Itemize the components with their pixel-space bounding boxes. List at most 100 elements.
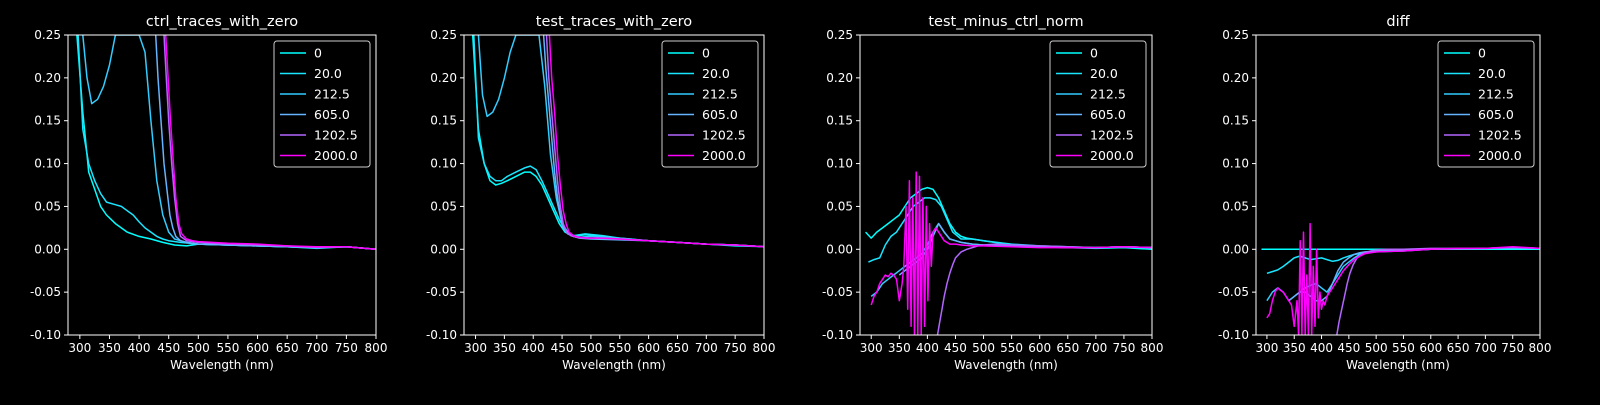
series-line-2000.0: [1266, 222, 1540, 335]
y-tick-label: 0.10: [430, 157, 457, 171]
legend-label: 212.5: [1478, 87, 1514, 102]
subplot-3: 300 350 400 450 500 550 600 650 700 750 800 -0.10 -0…: [822, 14, 1164, 372]
legend-label: 0: [702, 46, 710, 61]
x-tick-label: 400: [1310, 341, 1333, 355]
y-tick-label: 0.05: [430, 199, 457, 213]
y-tick-label: 0.10: [826, 157, 853, 171]
legend-label: 2000.0: [1478, 148, 1522, 163]
x-tick-label: 350: [98, 341, 121, 355]
plot-area: [76, 35, 376, 251]
x-tick-label: 350: [888, 341, 911, 355]
legend-label: 20.0: [1090, 66, 1118, 81]
y-tick-label: 0.05: [1222, 199, 1249, 213]
y-tick-label: 0.05: [34, 199, 61, 213]
y-tick-label: -0.10: [1218, 328, 1249, 342]
chart-title: test_traces_with_zero: [536, 14, 693, 30]
x-axis-label: Wavelength (nm): [954, 358, 1058, 372]
chart-title: ctrl_traces_with_zero: [146, 14, 298, 30]
legend: 0 20.0 212.5 605.0 1202.5 2000.0: [1437, 40, 1535, 168]
y-tick-label: 0.20: [1222, 71, 1249, 85]
legend-label: 20.0: [314, 66, 342, 81]
x-tick-label: 650: [1056, 341, 1079, 355]
legend-label: 212.5: [702, 87, 738, 102]
x-tick-label: 600: [246, 341, 269, 355]
x-tick-label: 700: [1084, 341, 1107, 355]
x-tick-label: 500: [1365, 341, 1388, 355]
x-tick-label: 550: [216, 341, 239, 355]
x-tick-label: 500: [972, 341, 995, 355]
x-tick-label: 400: [522, 341, 545, 355]
y-tick-label: 0.25: [430, 28, 457, 42]
chart-title: diff: [1386, 14, 1410, 30]
subplot-4: 300 350 400 450 500 550 600 650 700 750 800 -0.10 -0…: [1218, 14, 1552, 372]
x-tick-label: 650: [276, 341, 299, 355]
axes-frame: [67, 34, 377, 336]
y-tick-label: 0.15: [34, 114, 61, 128]
legend-label: 0: [314, 46, 322, 61]
legend: 0 20.0 212.5 605.0 1202.5 2000.0: [661, 40, 759, 168]
y-tick-label: -0.05: [426, 285, 457, 299]
legend-label: 0: [1478, 46, 1486, 61]
legend-label: 2000.0: [314, 148, 358, 163]
y-tick-label: -0.10: [30, 328, 61, 342]
x-tick-label: 750: [335, 341, 358, 355]
axes-frame: [859, 34, 1153, 336]
y-tick-label: 0.10: [34, 157, 61, 171]
legend-label: 212.5: [314, 87, 350, 102]
legend-label: 605.0: [1478, 107, 1514, 122]
y-tick-label: 0.00: [430, 242, 457, 256]
x-tick-label: 800: [1141, 341, 1164, 355]
x-tick-label: 500: [579, 341, 602, 355]
x-tick-label: 800: [753, 341, 776, 355]
x-tick-label: 600: [1028, 341, 1051, 355]
x-tick-label: 650: [666, 341, 689, 355]
legend-label: 20.0: [702, 66, 730, 81]
x-tick-label: 450: [944, 341, 967, 355]
axes-frame: [1255, 34, 1541, 336]
x-tick-label: 800: [1529, 341, 1552, 355]
y-tick-label: 0.00: [34, 242, 61, 256]
x-tick-label: 600: [1419, 341, 1442, 355]
legend-label: 1202.5: [314, 128, 358, 143]
x-tick-label: 450: [1337, 341, 1360, 355]
legend: 0 20.0 212.5 605.0 1202.5 2000.0: [273, 40, 371, 168]
x-tick-label: 550: [1392, 341, 1415, 355]
legend-label: 2000.0: [702, 148, 746, 163]
x-tick-label: 750: [724, 341, 747, 355]
x-tick-label: 600: [637, 341, 660, 355]
y-tick-label: 0.15: [1222, 114, 1249, 128]
axes-frame: [463, 34, 765, 336]
legend-label: 605.0: [1090, 107, 1126, 122]
y-tick-label: 0.10: [1222, 157, 1249, 171]
subplot-1: 300 350 400 450 500 550 600 650 700 750 800 -0.10 -0…: [30, 14, 388, 372]
legend-label: 20.0: [1478, 66, 1506, 81]
legend-label: 605.0: [314, 107, 350, 122]
x-axis-label: Wavelength (nm): [1346, 358, 1450, 372]
y-tick-label: -0.05: [1218, 285, 1249, 299]
x-tick-label: 350: [1283, 341, 1306, 355]
x-tick-label: 700: [695, 341, 718, 355]
y-tick-label: 0.25: [34, 28, 61, 42]
x-tick-label: 400: [128, 341, 151, 355]
y-tick-label: 0.20: [34, 71, 61, 85]
x-tick-label: 300: [68, 341, 91, 355]
y-tick-label: -0.05: [30, 285, 61, 299]
x-tick-label: 400: [916, 341, 939, 355]
legend: 0 20.0 212.5 605.0 1202.5 2000.0: [1049, 40, 1147, 168]
y-tick-label: 0.25: [1222, 28, 1249, 42]
x-tick-label: 500: [187, 341, 210, 355]
x-tick-label: 450: [551, 341, 574, 355]
x-tick-label: 300: [464, 341, 487, 355]
legend-label: 1202.5: [1090, 128, 1134, 143]
plot-area: [865, 171, 1152, 335]
legend-label: 1202.5: [702, 128, 746, 143]
x-tick-label: 700: [305, 341, 328, 355]
plot-area: [1261, 222, 1540, 335]
x-tick-label: 550: [1000, 341, 1023, 355]
y-tick-label: 0.20: [430, 71, 457, 85]
x-tick-label: 300: [1255, 341, 1278, 355]
legend-label: 212.5: [1090, 87, 1126, 102]
y-tick-label: 0.15: [430, 114, 457, 128]
